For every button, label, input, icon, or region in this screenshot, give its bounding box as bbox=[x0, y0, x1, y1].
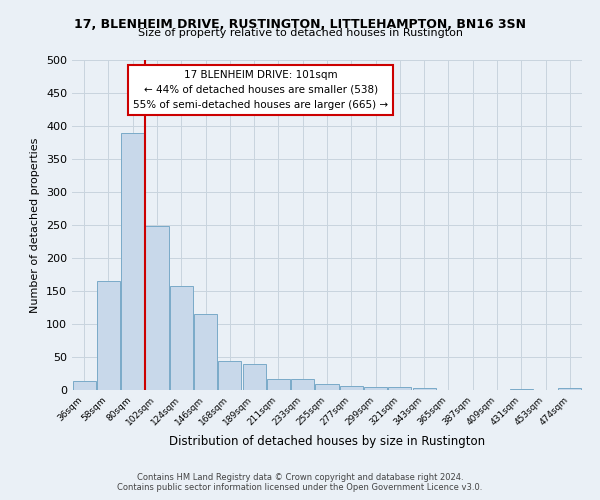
Bar bbox=[267, 379, 290, 390]
Text: Contains public sector information licensed under the Open Government Licence v3: Contains public sector information licen… bbox=[118, 484, 482, 492]
Bar bbox=[510, 388, 533, 390]
Bar bbox=[242, 364, 266, 390]
Bar bbox=[73, 382, 95, 390]
Bar bbox=[413, 388, 436, 390]
Bar bbox=[364, 386, 387, 390]
Text: 17, BLENHEIM DRIVE, RUSTINGTON, LITTLEHAMPTON, BN16 3SN: 17, BLENHEIM DRIVE, RUSTINGTON, LITTLEHA… bbox=[74, 18, 526, 30]
Bar bbox=[194, 314, 217, 390]
X-axis label: Distribution of detached houses by size in Rustington: Distribution of detached houses by size … bbox=[169, 436, 485, 448]
Bar bbox=[170, 286, 193, 390]
Text: Size of property relative to detached houses in Rustington: Size of property relative to detached ho… bbox=[137, 28, 463, 38]
Bar bbox=[340, 386, 363, 390]
Text: Contains HM Land Registry data © Crown copyright and database right 2024.: Contains HM Land Registry data © Crown c… bbox=[137, 472, 463, 482]
Bar bbox=[218, 361, 241, 390]
Bar bbox=[316, 384, 338, 390]
Y-axis label: Number of detached properties: Number of detached properties bbox=[31, 138, 40, 312]
Bar bbox=[97, 281, 120, 390]
Bar bbox=[121, 132, 144, 390]
Bar bbox=[559, 388, 581, 390]
Text: 17 BLENHEIM DRIVE: 101sqm
← 44% of detached houses are smaller (538)
55% of semi: 17 BLENHEIM DRIVE: 101sqm ← 44% of detac… bbox=[133, 70, 388, 110]
Bar bbox=[291, 380, 314, 390]
Bar bbox=[388, 388, 412, 390]
Bar bbox=[145, 226, 169, 390]
